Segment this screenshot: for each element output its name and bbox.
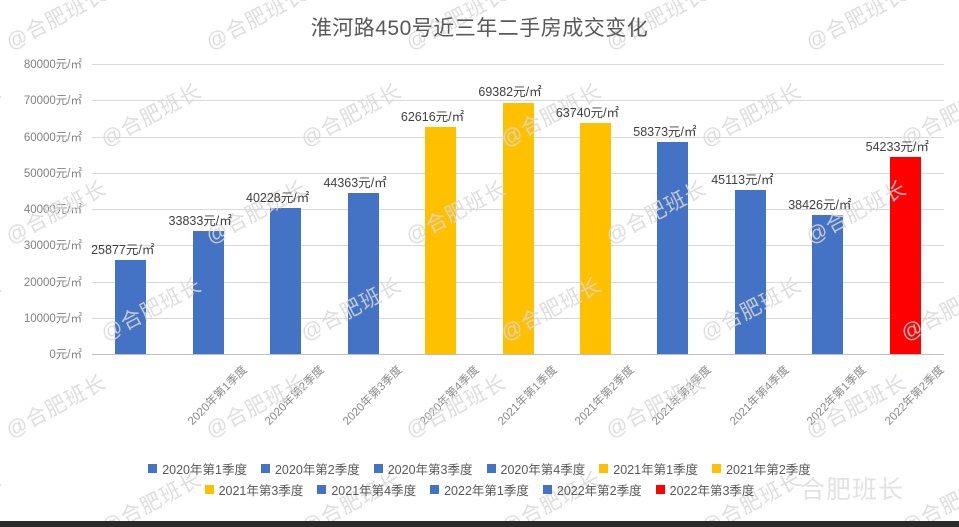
bar[interactable]: [657, 142, 689, 354]
bar[interactable]: [192, 231, 224, 354]
chart-title: 淮河路450号近三年二手房成交变化: [310, 17, 649, 40]
y-axis-tick-label: 10000元/㎡: [23, 312, 82, 325]
legend-item-label: 2020年第2季度: [274, 463, 360, 477]
gridline: [92, 64, 944, 65]
x-axis-tick-label: 2020年第4季度: [418, 364, 482, 428]
legend-swatch-icon: [655, 485, 665, 494]
legend-row: 2020年第1季度 2020年第2季度 2020年第3季度 2020年第4季度 2021…: [0, 458, 959, 479]
x-axis-tick-label: 2022年第2季度: [882, 364, 947, 428]
x-axis: 2020年第1季度 2020年第2季度 2020年第3季度 2020年第4季度 2021…: [92, 356, 947, 456]
bar[interactable]: [347, 193, 379, 354]
legend-item-label: 2021年第3季度: [218, 484, 304, 498]
legend-item[interactable]: 2022年第2季度: [542, 480, 642, 499]
bar[interactable]: [812, 214, 844, 354]
bar-data-label: 63740元/㎡: [555, 105, 620, 120]
y-axis-tick-label: 50000元/㎡: [23, 167, 82, 180]
legend-item[interactable]: 2020年第1季度: [148, 459, 247, 478]
bar-data-label: 58373元/㎡: [633, 125, 697, 140]
legend-item[interactable]: 2022年第3季度: [655, 480, 755, 499]
bar-data-label: 40228元/㎡: [246, 191, 310, 206]
bottom-strip: [0, 521, 959, 527]
legend-item-label: 2020年第4季度: [500, 463, 586, 477]
legend-item-label: 2022年第2季度: [556, 484, 642, 498]
legend-swatch-icon: [712, 464, 722, 473]
y-axis-tick-label: 0元/㎡: [49, 349, 82, 361]
legend-item[interactable]: 2021年第1季度: [599, 459, 698, 478]
y-axis: 0元/㎡ 10000元/㎡ 20000元/㎡ 30000元/㎡ 40000元/㎡ 5000…: [0, 59, 86, 361]
bar[interactable]: [734, 190, 766, 354]
y-axis-tick-label: 70000元/㎡: [23, 95, 82, 108]
y-axis-tick-label: 80000元/㎡: [23, 59, 82, 71]
bar-data-label: 45113元/㎡: [711, 173, 774, 188]
x-axis-tick-label: 2020年第3季度: [340, 364, 405, 428]
bar-data-label: 38426元/㎡: [788, 197, 852, 212]
y-axis-tick-label: 40000元/㎡: [23, 204, 82, 216]
bar-data-label: 44363元/㎡: [323, 176, 387, 191]
legend-swatch-icon: [204, 485, 214, 494]
gridline: [92, 100, 944, 102]
legend-item-label: 2020年第1季度: [162, 463, 247, 477]
legend-swatch-icon: [148, 464, 158, 473]
legend-item-label: 2021年第1季度: [613, 463, 699, 477]
y-axis-tick-label: 20000元/㎡: [23, 276, 82, 289]
legend-item[interactable]: 2021年第3季度: [204, 480, 304, 499]
x-axis-tick-label: 2021年第4季度: [727, 364, 792, 428]
bar[interactable]: [115, 260, 147, 354]
legend-swatch-icon: [599, 464, 609, 473]
legend-swatch-icon: [260, 464, 270, 473]
legend-item[interactable]: 2021年第2季度: [712, 459, 811, 478]
legend-item[interactable]: 2020年第3季度: [373, 459, 473, 478]
x-axis-tick-label: 2021年第2季度: [572, 364, 637, 428]
legend-item-label: 2021年第4季度: [331, 484, 417, 498]
x-axis-tick-label: 2021年第1季度: [495, 364, 560, 428]
legend-swatch-icon: [373, 464, 383, 473]
bar[interactable]: [425, 127, 457, 354]
bar-data-label: 25877元/㎡: [91, 243, 155, 258]
bar-data-label: 33833元/㎡: [168, 214, 232, 229]
bar[interactable]: [579, 122, 611, 354]
legend-item[interactable]: 2022年第1季度: [430, 480, 529, 499]
legend-swatch-icon: [430, 485, 440, 494]
bar[interactable]: [502, 102, 534, 354]
legend-item-label: 2022年第1季度: [444, 484, 529, 498]
x-axis-tick-label: 2020年第2季度: [263, 364, 327, 428]
bar[interactable]: [889, 157, 921, 354]
legend-item[interactable]: 2020年第4季度: [486, 459, 586, 478]
legend-swatch-icon: [486, 464, 496, 473]
y-axis-tick-label: 30000元/㎡: [23, 240, 82, 253]
bar-data-label: 62616元/㎡: [400, 110, 465, 125]
x-axis-baseline: [92, 354, 944, 355]
x-axis-tick-label: 2021年第3季度: [650, 364, 715, 428]
chart-legend: 2020年第1季度 2020年第2季度 2020年第3季度 2020年第4季度 2021…: [0, 458, 959, 500]
legend-row: 2021年第3季度 2021年第4季度 2022年第1季度 2022年第2季度 2022…: [0, 479, 959, 500]
plot-area: [92, 64, 944, 355]
bar[interactable]: [270, 208, 302, 354]
legend-item[interactable]: 2021年第4季度: [317, 480, 416, 499]
bar-data-label: 69382元/㎡: [478, 85, 542, 100]
legend-item-label: 2020年第3季度: [387, 463, 473, 477]
y-axis-tick-label: 60000元/㎡: [23, 131, 82, 144]
legend-item-label: 2022年第3季度: [669, 484, 755, 498]
legend-swatch-icon: [317, 485, 327, 494]
x-axis-tick-label: 2022年第1季度: [805, 364, 869, 428]
bar-data-label: 54233元/㎡: [865, 140, 929, 155]
legend-swatch-icon: [542, 485, 552, 494]
legend-item-label: 2021年第2季度: [726, 463, 811, 477]
legend-item[interactable]: 2020年第2季度: [260, 459, 360, 478]
x-axis-tick-label: 2020年第1季度: [185, 364, 250, 428]
